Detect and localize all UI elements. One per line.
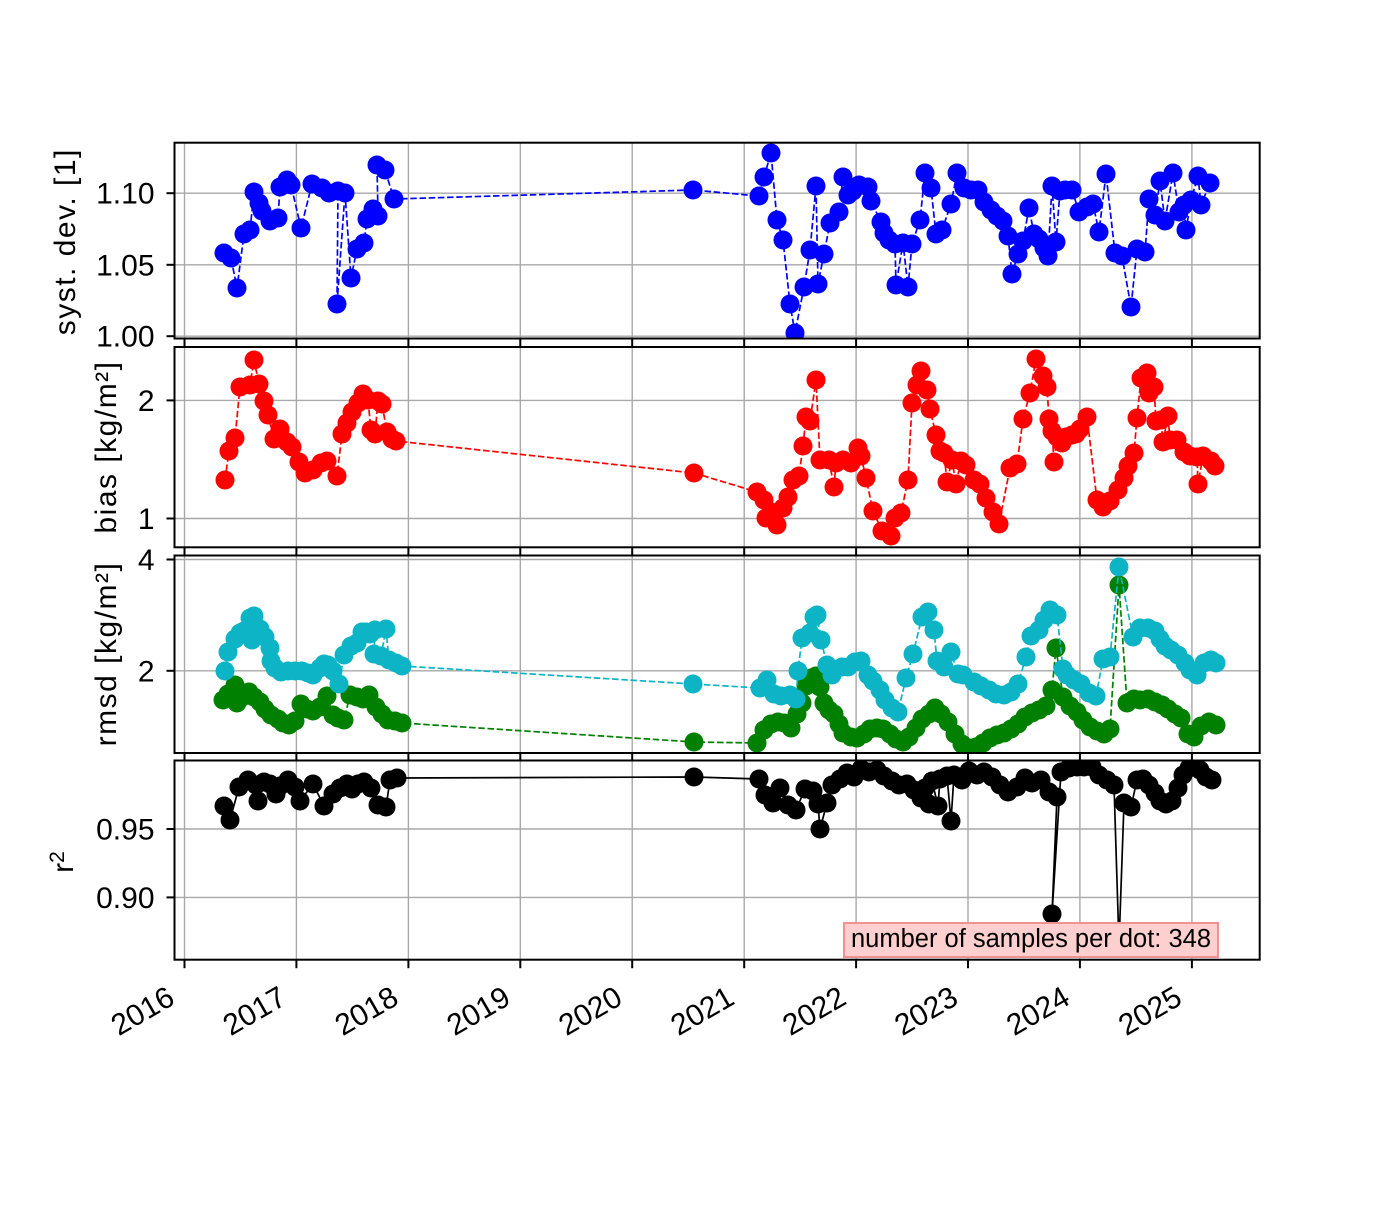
svg-text:1.00: 1.00: [96, 321, 154, 354]
svg-text:1.05: 1.05: [96, 249, 154, 282]
svg-text:syst. dev. [1]: syst. dev. [1]: [49, 148, 82, 335]
svg-text:4: 4: [138, 544, 155, 577]
svg-text:2: 2: [138, 655, 155, 688]
svg-text:rmsd [kg/m²]: rmsd [kg/m²]: [90, 562, 123, 747]
svg-text:2: 2: [138, 385, 155, 418]
svg-text:1.10: 1.10: [96, 178, 154, 211]
svg-text:0.90: 0.90: [96, 882, 154, 915]
svg-text:bias [kg/m²]: bias [kg/m²]: [90, 360, 123, 533]
svg-text:1: 1: [138, 503, 155, 536]
svg-text:number of samples per dot: 348: number of samples per dot: 348: [851, 925, 1211, 953]
svg-text:0.95: 0.95: [96, 814, 154, 847]
